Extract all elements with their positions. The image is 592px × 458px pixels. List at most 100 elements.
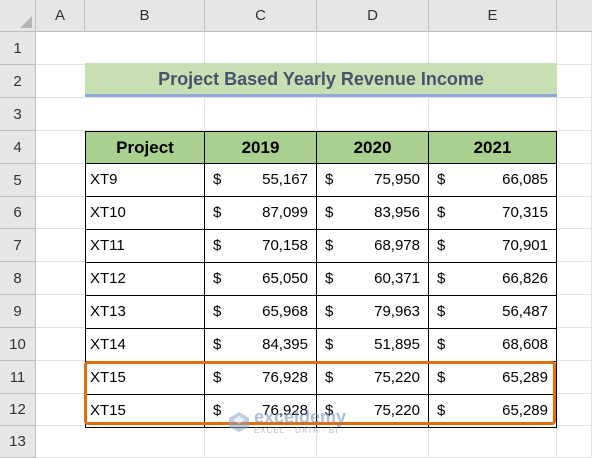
column-header-c[interactable]: C bbox=[205, 0, 317, 32]
row-header-1[interactable]: 1 bbox=[0, 32, 36, 65]
row-header-12[interactable]: 12 bbox=[0, 394, 36, 426]
revenue-cell[interactable]: $79,963 bbox=[317, 296, 429, 329]
revenue-value: 70,315 bbox=[502, 204, 548, 221]
row-header-3[interactable]: 3 bbox=[0, 98, 36, 131]
currency-symbol: $ bbox=[437, 204, 446, 221]
row-header-5[interactable]: 5 bbox=[0, 164, 36, 197]
project-cell[interactable]: XT9 bbox=[85, 164, 205, 197]
project-cell[interactable]: XT10 bbox=[85, 197, 205, 230]
project-cell[interactable]: XT14 bbox=[85, 329, 205, 362]
revenue-value: 65,968 bbox=[262, 303, 308, 320]
row-header-2[interactable]: 2 bbox=[0, 65, 36, 98]
revenue-value: 87,099 bbox=[262, 204, 308, 221]
revenue-cell[interactable]: $65,050 bbox=[205, 263, 317, 296]
currency-symbol: $ bbox=[437, 402, 446, 419]
revenue-cell[interactable]: $66,826 bbox=[429, 263, 557, 296]
row-header-7[interactable]: 7 bbox=[0, 229, 36, 262]
currency-symbol: $ bbox=[325, 204, 334, 221]
revenue-value: 55,167 bbox=[262, 171, 308, 188]
currency-symbol: $ bbox=[437, 237, 446, 254]
revenue-value: 65,289 bbox=[502, 369, 548, 386]
revenue-cell[interactable]: $68,608 bbox=[429, 329, 557, 362]
currency-symbol: $ bbox=[213, 270, 222, 287]
column-header-e[interactable]: E bbox=[429, 0, 557, 32]
revenue-value: 66,085 bbox=[502, 171, 548, 188]
gridline-horizontal bbox=[36, 130, 592, 131]
currency-symbol: $ bbox=[437, 336, 446, 353]
currency-symbol: $ bbox=[325, 270, 334, 287]
revenue-value: 76,928 bbox=[262, 369, 308, 386]
row-header-6[interactable]: 6 bbox=[0, 197, 36, 229]
project-cell[interactable]: XT13 bbox=[85, 296, 205, 329]
revenue-value: 84,395 bbox=[262, 336, 308, 353]
table-header-2020[interactable]: 2020 bbox=[317, 131, 429, 164]
revenue-cell[interactable]: $65,289 bbox=[429, 362, 557, 395]
revenue-value: 75,950 bbox=[374, 171, 420, 188]
revenue-cell[interactable]: $75,950 bbox=[317, 164, 429, 197]
duplicate-rows-highlight bbox=[84, 361, 556, 425]
row-header-10[interactable]: 10 bbox=[0, 328, 36, 361]
row-header-13[interactable]: 13 bbox=[0, 426, 36, 458]
revenue-value: 76,928 bbox=[262, 402, 308, 419]
gridline-horizontal bbox=[36, 97, 592, 98]
currency-symbol: $ bbox=[437, 171, 446, 188]
column-header-f[interactable] bbox=[557, 0, 592, 32]
column-header-d[interactable]: D bbox=[317, 0, 429, 32]
currency-symbol: $ bbox=[325, 303, 334, 320]
revenue-cell[interactable]: $70,158 bbox=[205, 230, 317, 263]
watermark-tagline: EXCEL · DATA · BI bbox=[254, 426, 339, 435]
revenue-cell[interactable]: $66,085 bbox=[429, 164, 557, 197]
select-all-triangle-icon bbox=[20, 16, 32, 28]
revenue-value: 66,826 bbox=[502, 270, 548, 287]
currency-symbol: $ bbox=[437, 303, 446, 320]
row-header-4[interactable]: 4 bbox=[0, 131, 36, 164]
revenue-cell[interactable]: $60,371 bbox=[317, 263, 429, 296]
revenue-value: 79,963 bbox=[374, 303, 420, 320]
revenue-value: 65,050 bbox=[262, 270, 308, 287]
revenue-cell[interactable]: $87,099 bbox=[205, 197, 317, 230]
revenue-value: 65,289 bbox=[502, 402, 548, 419]
select-all-corner[interactable] bbox=[0, 0, 36, 32]
revenue-cell[interactable]: $56,487 bbox=[429, 296, 557, 329]
revenue-cell[interactable]: $65,968 bbox=[205, 296, 317, 329]
currency-symbol: $ bbox=[437, 369, 446, 386]
currency-symbol: $ bbox=[325, 237, 334, 254]
column-header-a[interactable]: A bbox=[36, 0, 85, 32]
table-header-2019[interactable]: 2019 bbox=[205, 131, 317, 164]
currency-symbol: $ bbox=[213, 303, 222, 320]
table-header-2021[interactable]: 2021 bbox=[429, 131, 557, 164]
project-cell[interactable]: XT11 bbox=[85, 230, 205, 263]
project-cell[interactable]: XT12 bbox=[85, 263, 205, 296]
currency-symbol: $ bbox=[325, 336, 334, 353]
currency-symbol: $ bbox=[325, 402, 334, 419]
revenue-cell[interactable]: $76,928 bbox=[205, 362, 317, 395]
currency-symbol: $ bbox=[213, 402, 222, 419]
column-header-b[interactable]: B bbox=[85, 0, 205, 32]
revenue-value: 51,895 bbox=[374, 336, 420, 353]
sheet-title: Project Based Yearly Revenue Income bbox=[85, 63, 557, 97]
currency-symbol: $ bbox=[325, 369, 334, 386]
revenue-value: 68,608 bbox=[502, 336, 548, 353]
row-header-11[interactable]: 11 bbox=[0, 361, 36, 394]
revenue-value: 60,371 bbox=[374, 270, 420, 287]
revenue-cell[interactable]: $75,220 bbox=[317, 362, 429, 395]
revenue-cell[interactable]: $84,395 bbox=[205, 329, 317, 362]
revenue-cell[interactable]: $70,901 bbox=[429, 230, 557, 263]
row-header-8[interactable]: 8 bbox=[0, 262, 36, 295]
revenue-cell[interactable]: $70,315 bbox=[429, 197, 557, 230]
row-header-9[interactable]: 9 bbox=[0, 295, 36, 328]
revenue-cell[interactable]: $83,956 bbox=[317, 197, 429, 230]
project-cell[interactable]: XT15 bbox=[85, 362, 205, 395]
exceldemy-logo-icon bbox=[229, 411, 249, 432]
table-header-project[interactable]: Project bbox=[85, 131, 205, 164]
revenue-value: 56,487 bbox=[502, 303, 548, 320]
revenue-cell[interactable]: $55,167 bbox=[205, 164, 317, 197]
watermark-name: exceldemy bbox=[254, 407, 347, 427]
revenue-cell[interactable]: $51,895 bbox=[317, 329, 429, 362]
revenue-cell[interactable]: $68,978 bbox=[317, 230, 429, 263]
currency-symbol: $ bbox=[325, 171, 334, 188]
exceldemy-watermark: exceldemy EXCEL · DATA · BI bbox=[228, 408, 346, 435]
revenue-value: 83,956 bbox=[374, 204, 420, 221]
currency-symbol: $ bbox=[213, 237, 222, 254]
revenue-value: 68,978 bbox=[374, 237, 420, 254]
